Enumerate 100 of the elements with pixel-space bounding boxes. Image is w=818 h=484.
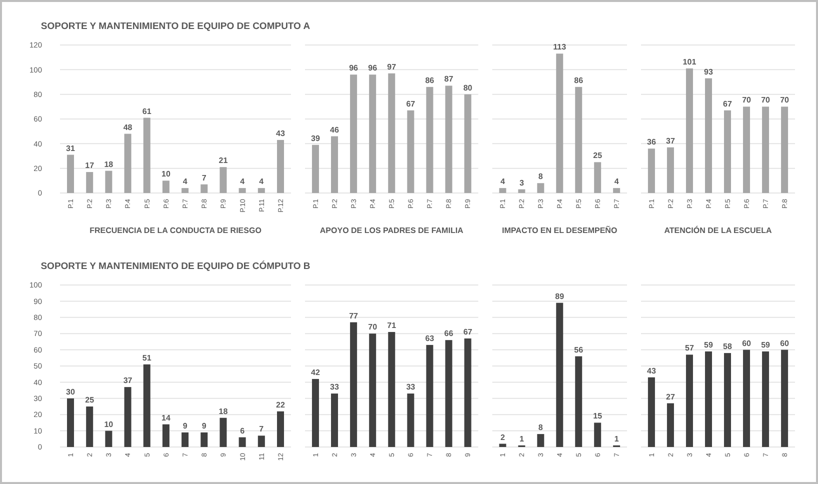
bar [388, 73, 396, 193]
data-label: 10 [162, 170, 171, 179]
bar [594, 162, 602, 193]
data-label: 58 [723, 342, 732, 352]
data-label: 42 [311, 368, 320, 377]
data-label: 86 [425, 76, 435, 85]
data-label: 15 [593, 412, 603, 421]
data-label: 67 [463, 327, 473, 336]
bar [220, 167, 227, 193]
data-label: 80 [463, 83, 473, 92]
bar [143, 364, 150, 447]
bar [105, 430, 112, 447]
data-label: 7 [202, 173, 207, 182]
bar [105, 170, 112, 193]
bar [67, 154, 74, 193]
bar [464, 338, 472, 447]
bar [686, 68, 693, 193]
bar [220, 418, 227, 447]
bar [781, 106, 788, 193]
bar [613, 188, 620, 193]
data-label: 27 [666, 392, 676, 402]
data-label: 70 [742, 96, 752, 105]
bar [781, 350, 788, 447]
bar [86, 172, 94, 193]
bar [762, 351, 770, 447]
bar [277, 411, 284, 447]
bar [238, 188, 246, 193]
bar [445, 86, 452, 193]
data-label: 25 [85, 396, 95, 404]
data-label: 33 [406, 382, 416, 392]
data-label: 4 [182, 177, 188, 186]
data-label: 36 [647, 138, 656, 147]
bar [312, 378, 319, 447]
bar [407, 394, 414, 447]
bar [312, 144, 319, 193]
bar [407, 110, 414, 193]
data-label: 18 [104, 160, 114, 169]
data-label: 96 [368, 64, 378, 73]
data-label: 10 [104, 420, 114, 429]
bar [331, 394, 338, 447]
data-label: 60 [742, 338, 752, 348]
bar [200, 184, 208, 193]
bar [762, 106, 770, 193]
data-label: 77 [349, 311, 359, 320]
data-label: 37 [123, 376, 133, 386]
bar [666, 147, 674, 193]
x-axis-title: APOYO DE LOS PADRES DE FAMILIA [320, 226, 464, 235]
data-label: 56 [574, 345, 584, 354]
data-label: 21 [218, 156, 228, 166]
data-label: 48 [123, 122, 133, 132]
bar [464, 94, 472, 193]
bar [445, 340, 452, 447]
data-label: 4 [240, 177, 246, 186]
data-label: 8 [538, 423, 544, 432]
bar [388, 332, 396, 447]
bar [238, 437, 246, 447]
bar [369, 74, 376, 193]
data-label: 96 [349, 64, 359, 73]
data-label: 4 [259, 177, 264, 186]
bar [86, 406, 94, 447]
bar [162, 180, 170, 193]
data-label: 1 [519, 434, 524, 444]
bar [704, 351, 712, 447]
x-axis-title: ATENCIÓN DE LA ESCUELA [664, 225, 772, 235]
data-label: 4 [614, 177, 620, 186]
bar [350, 74, 358, 193]
data-label: 93 [704, 67, 714, 76]
data-label: 97 [387, 62, 397, 72]
bar [143, 118, 150, 193]
data-label: 63 [425, 334, 435, 343]
data-label: 18 [218, 406, 228, 416]
x-axis-title: FRECUENCIA DE LA CONDUCTA DE RIESGO [90, 226, 262, 235]
bar [426, 344, 434, 447]
data-label: 113 [553, 42, 567, 52]
data-label: 3 [519, 178, 524, 188]
data-label: 6 [240, 426, 246, 436]
data-label: 22 [276, 400, 286, 410]
bar [331, 136, 338, 193]
data-label: 51 [142, 353, 152, 362]
data-label: 25 [593, 151, 603, 160]
data-label: 86 [574, 76, 584, 85]
chart-title: SOPORTE Y MANTENIMIENTO DE EQUIPO DE COMPUTO A [40, 21, 310, 32]
data-label: 70 [780, 96, 790, 105]
data-label: 8 [538, 172, 544, 182]
data-label: 89 [555, 292, 565, 301]
data-label: 46 [330, 125, 340, 134]
data-label: 43 [276, 128, 286, 138]
data-label: 70 [761, 96, 771, 105]
data-label: 30 [66, 387, 76, 396]
bar [67, 398, 74, 447]
bar [537, 183, 544, 193]
bar [124, 134, 132, 193]
data-label: 87 [444, 74, 454, 84]
bar [648, 148, 655, 193]
data-label: 1 [614, 434, 620, 444]
data-label: 70 [368, 322, 378, 332]
data-label: 9 [202, 421, 207, 430]
data-label: 9 [182, 421, 188, 430]
bar [258, 188, 265, 193]
bar [556, 302, 564, 447]
